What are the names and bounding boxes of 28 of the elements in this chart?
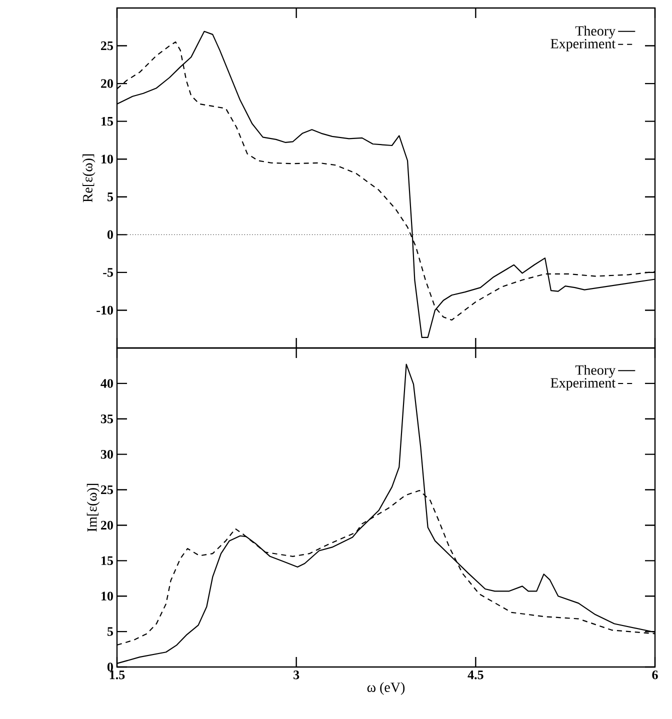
y-axis-title: Im[ε(ω)] bbox=[86, 484, 100, 532]
y-tick-label: 40 bbox=[100, 379, 113, 388]
y-tick-label: 15 bbox=[102, 116, 113, 126]
y-tick-label: 25 bbox=[101, 41, 113, 50]
x-tick-label: 6 bbox=[652, 670, 658, 680]
y-tick-label: 0 bbox=[107, 662, 113, 672]
legend-label: Theory bbox=[575, 26, 616, 39]
x-tick-label: 3 bbox=[294, 670, 300, 680]
y-tick-label: 20 bbox=[101, 520, 113, 530]
y-tick-label: 35 bbox=[100, 414, 113, 424]
y-tick-label: 25 bbox=[101, 485, 113, 494]
y-tick-label: 5 bbox=[107, 192, 113, 202]
y-tick-label: 15 bbox=[102, 556, 113, 566]
x-axis-title: ω (eV) bbox=[367, 682, 405, 695]
y-tick-label: 30 bbox=[100, 450, 113, 459]
y-tick-label: -10 bbox=[96, 306, 113, 315]
y-tick-label: 10 bbox=[102, 592, 113, 600]
y-tick-label: 5 bbox=[107, 627, 113, 636]
legend-label: Theory bbox=[575, 364, 616, 378]
legend-label: Experiment bbox=[550, 39, 616, 52]
y-tick-label: 10 bbox=[102, 154, 113, 164]
x-tick-label: 1.5 bbox=[110, 670, 125, 680]
y-tick-label: 0 bbox=[107, 230, 113, 240]
x-tick-label: 4.5 bbox=[468, 670, 484, 680]
y-tick-label: -5 bbox=[103, 268, 113, 277]
legend-label: Experiment bbox=[550, 378, 616, 390]
y-tick-label: 20 bbox=[101, 79, 113, 88]
y-axis-title: Re[ε(ω)] bbox=[82, 154, 96, 202]
